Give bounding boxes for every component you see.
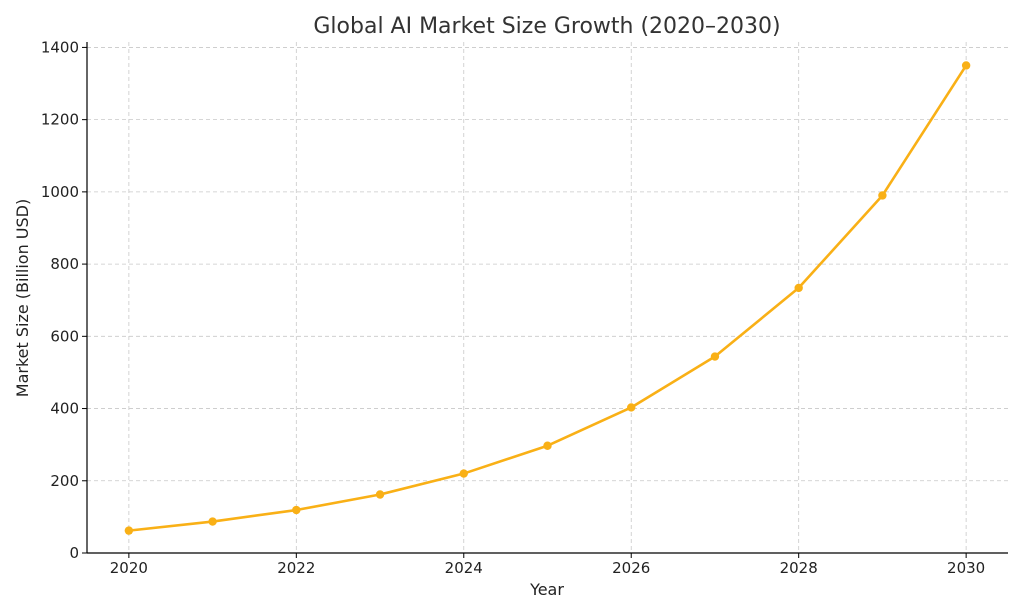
y-tick-label: 800 xyxy=(50,255,79,273)
grid-lines xyxy=(87,42,1008,554)
data-point xyxy=(292,505,301,515)
data-point xyxy=(208,517,217,526)
series-line xyxy=(127,64,968,532)
x-tick-label: 2022 xyxy=(277,559,315,577)
x-axis-label: Year xyxy=(529,580,564,599)
data-point xyxy=(627,403,636,412)
y-tick-label: 0 xyxy=(69,544,79,562)
y-tick-label: 400 xyxy=(50,400,79,418)
x-tick-label: 2028 xyxy=(780,559,818,577)
x-tick-label: 2024 xyxy=(445,559,483,577)
data-point xyxy=(878,191,887,200)
y-tick-label: 1400 xyxy=(41,38,79,56)
data-point xyxy=(375,490,385,499)
x-tick-label: 2030 xyxy=(947,559,985,577)
data-point xyxy=(961,61,971,70)
data-point xyxy=(459,469,468,478)
series-layer xyxy=(124,61,971,535)
data-point xyxy=(710,352,720,361)
tick-labels: 2020 2022 2024 2026 2028 2030 0 200 400 600 800 100… xyxy=(41,38,985,577)
chart-title: Global AI Market Size Growth (2020–2030) xyxy=(313,14,780,39)
axes xyxy=(86,42,1008,554)
y-tick-label: 1200 xyxy=(41,111,79,129)
data-point xyxy=(543,441,552,450)
y-tick-label: 200 xyxy=(50,472,79,490)
x-tick-label: 2026 xyxy=(612,559,650,577)
data-point xyxy=(124,526,134,535)
data-point xyxy=(794,283,803,293)
x-tick-label: 2020 xyxy=(110,559,148,577)
y-axis-label: Market Size (Billion USD) xyxy=(13,199,32,397)
y-tick-label: 600 xyxy=(50,327,79,345)
y-tick-label: 1000 xyxy=(41,183,79,201)
